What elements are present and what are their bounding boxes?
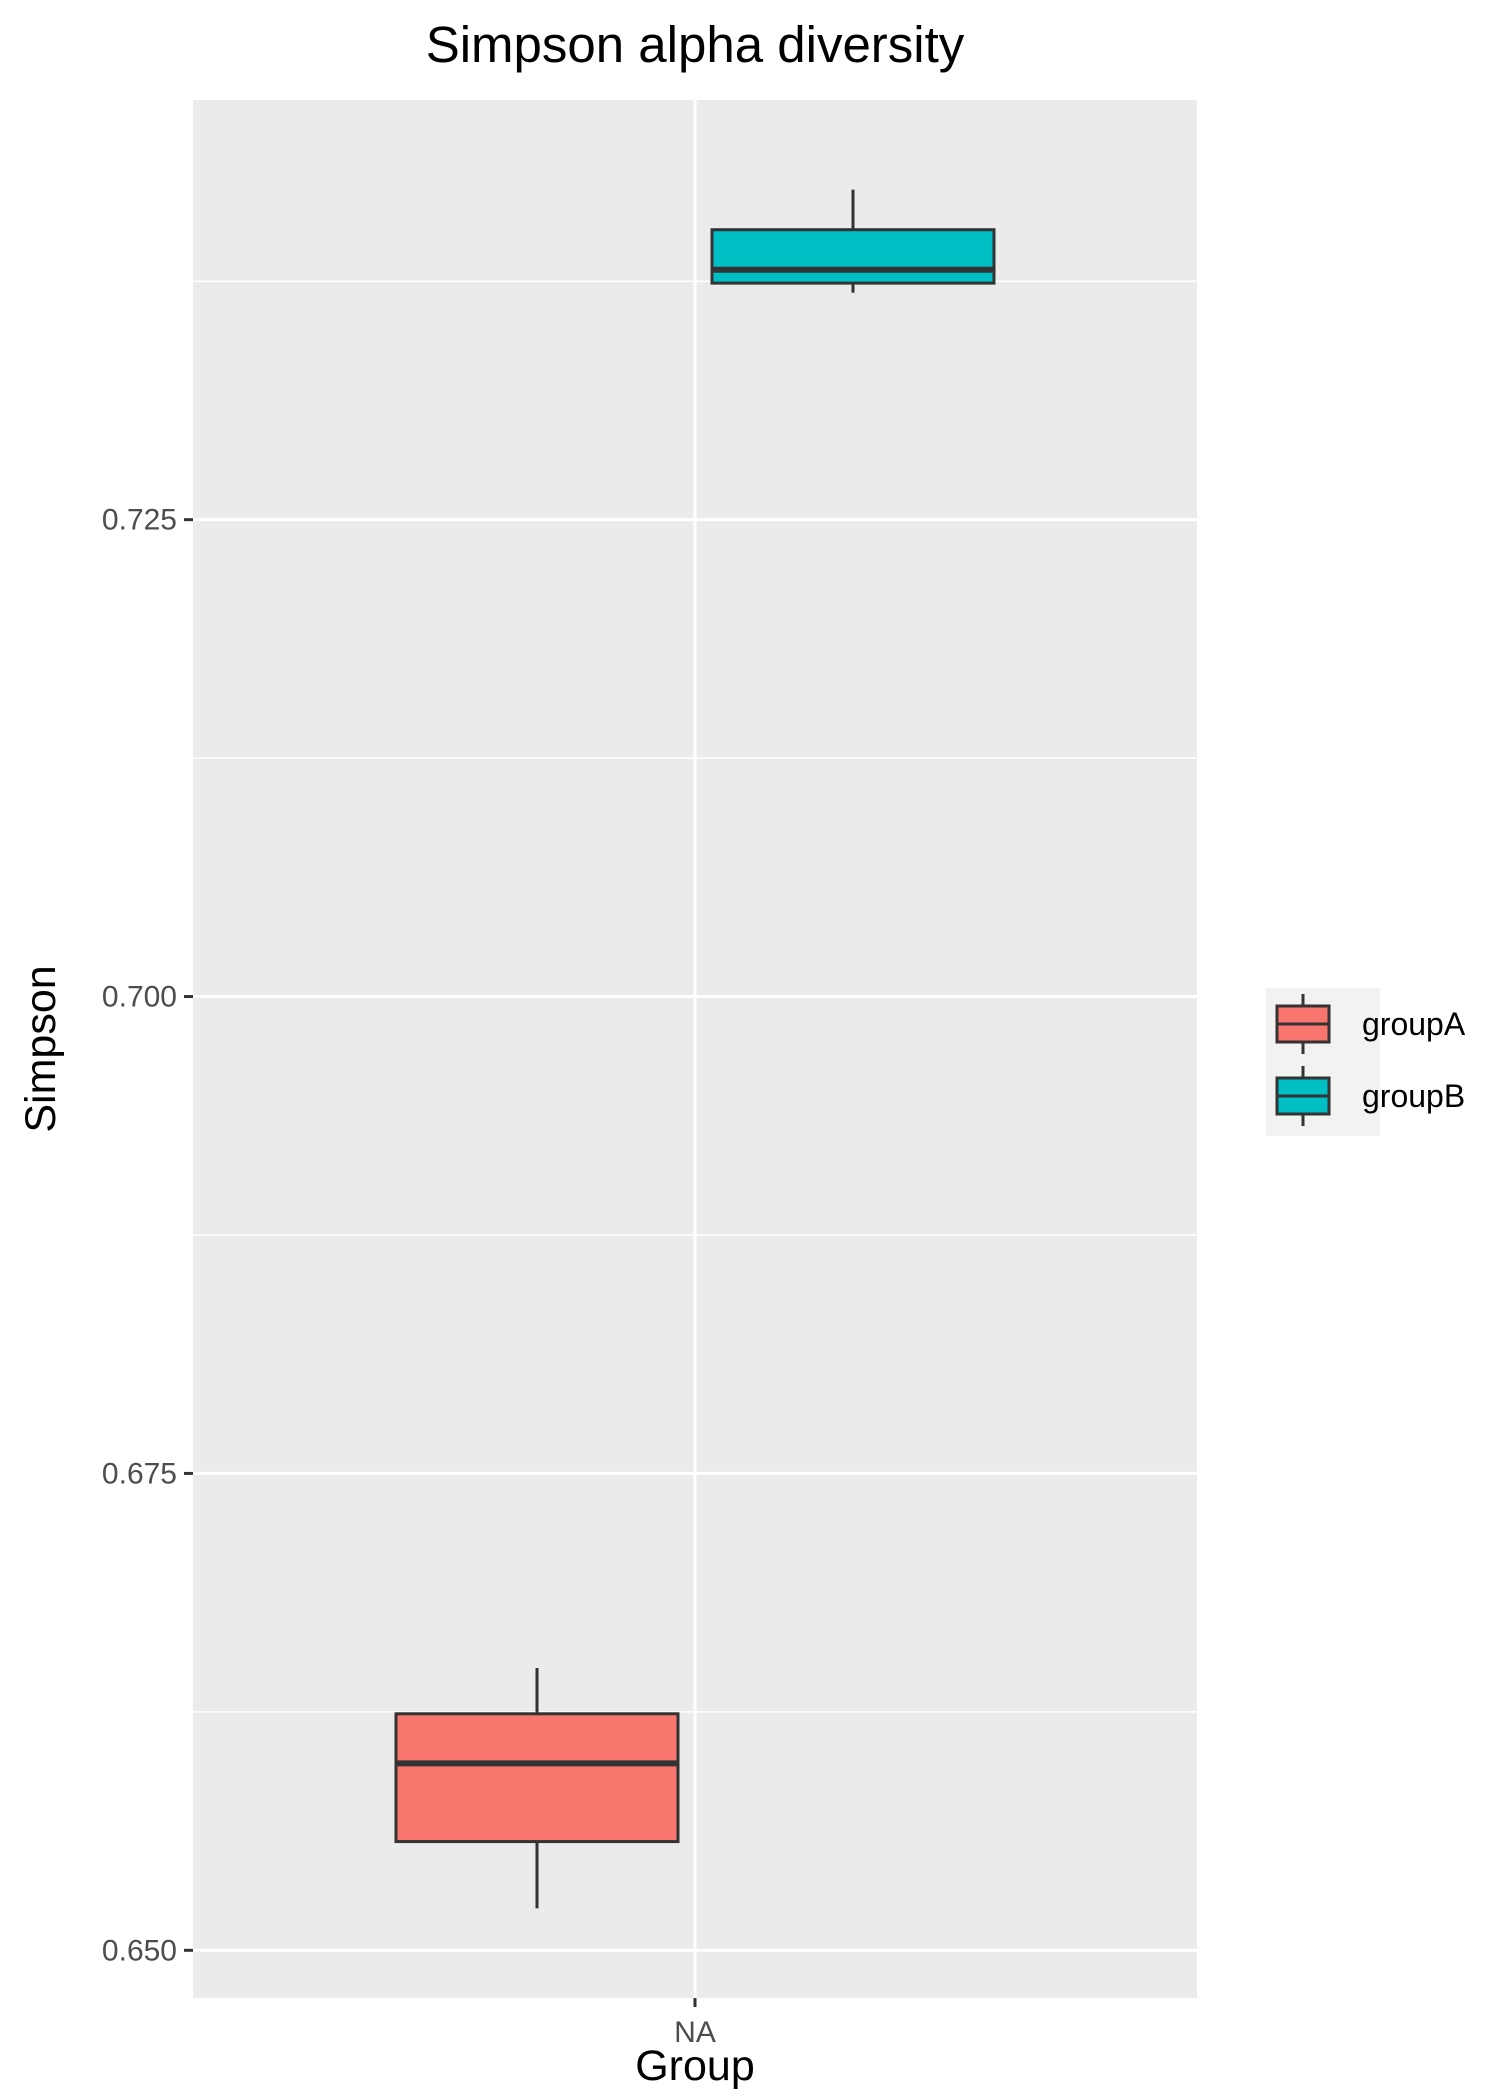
box-groupB bbox=[710, 189, 996, 293]
chart-title: Simpson alpha diversity bbox=[426, 16, 965, 73]
legend-label: groupA bbox=[1362, 1006, 1466, 1042]
box-layer bbox=[394, 189, 996, 1909]
y-tick-label: 0.650 bbox=[102, 1934, 177, 1967]
iqr-box bbox=[394, 1712, 680, 1844]
iqr-box bbox=[710, 228, 996, 285]
x-tick-label: NA bbox=[674, 2016, 716, 2049]
grid-lines bbox=[193, 100, 1197, 1998]
legend: groupA groupB bbox=[1266, 988, 1466, 1136]
y-tick-label: 0.725 bbox=[102, 504, 177, 537]
y-tick-label: 0.700 bbox=[102, 981, 177, 1014]
y-axis-title: Simpson bbox=[17, 965, 65, 1132]
legend-item-groupB: groupB bbox=[1275, 1066, 1465, 1126]
x-axis-title: Group bbox=[635, 2042, 755, 2090]
y-tick-label: 0.675 bbox=[102, 1457, 177, 1490]
axis-layer: 0.650 0.675 0.700 0.725 NA bbox=[102, 504, 716, 2049]
legend-item-groupA: groupA bbox=[1275, 994, 1466, 1054]
legend-label: groupB bbox=[1362, 1078, 1465, 1114]
box-groupA bbox=[394, 1667, 680, 1909]
